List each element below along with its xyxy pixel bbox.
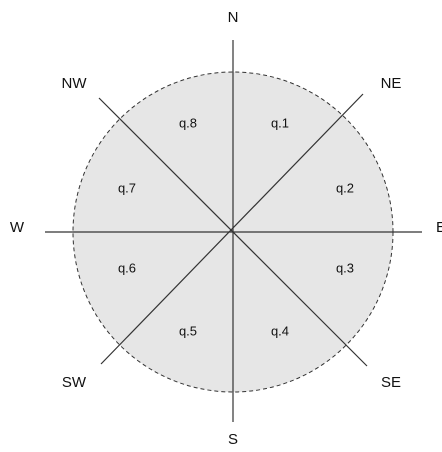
direction-label: NE — [381, 75, 402, 92]
sector-label: q.4 — [271, 323, 289, 338]
sector-label: q.2 — [336, 180, 354, 195]
sector-label: q.7 — [118, 180, 136, 195]
direction-label: S — [228, 431, 238, 448]
direction-label: E — [436, 219, 442, 236]
ne-sw-line — [100, 93, 364, 365]
direction-label: NW — [62, 75, 88, 92]
nw-se-line — [98, 97, 368, 367]
sector-label: q.6 — [118, 260, 136, 275]
sector-label: q.5 — [179, 323, 197, 338]
direction-label: N — [228, 9, 239, 26]
direction-label: SE — [381, 374, 401, 391]
sector-label: q.8 — [179, 115, 197, 130]
sector-label: q.3 — [336, 260, 354, 275]
sector-label: q.1 — [271, 115, 289, 130]
direction-label: W — [10, 219, 25, 236]
direction-label: SW — [62, 374, 87, 391]
